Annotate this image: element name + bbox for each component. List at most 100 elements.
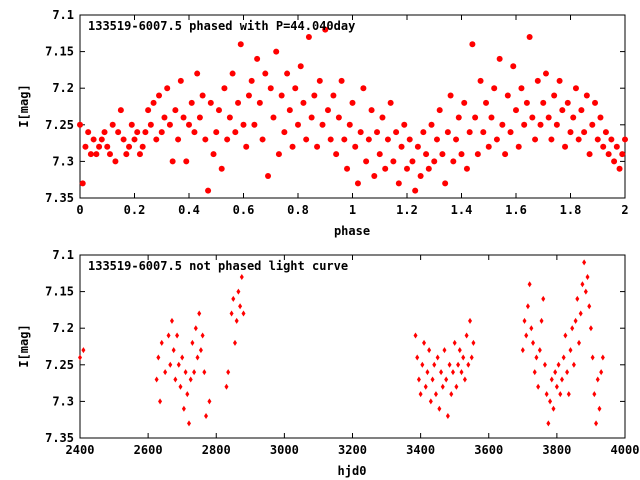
data-point [115,129,122,136]
data-point [491,85,498,92]
x-tick-label: 1 [349,203,356,217]
data-point [456,361,461,368]
data-point [577,339,582,346]
y-tick-label: 7.1 [52,8,74,22]
data-point [602,129,609,136]
data-point [198,347,203,354]
data-point [430,376,435,383]
data-point [536,383,541,390]
data-point [147,121,154,128]
data-point [563,332,568,339]
data-point [171,347,176,354]
data-point [416,376,421,383]
data-point [120,136,127,143]
chart-title: 133519-6007.5 phased with P=44.040day [88,19,355,33]
data-point [259,136,266,143]
data-point [588,325,593,332]
data-point [578,107,585,114]
data-point [548,136,555,143]
data-point [390,158,397,165]
data-point [425,369,430,376]
data-point [422,339,427,346]
data-point [251,121,258,128]
data-point [109,121,116,128]
data-point [418,391,423,398]
data-point [349,99,356,106]
data-point [96,143,103,150]
data-point [131,136,138,143]
data-point [188,376,193,383]
data-point [616,165,623,172]
data-point [605,151,612,158]
data-point [200,332,205,339]
data-point [553,121,560,128]
data-point [420,129,427,136]
data-point [183,369,188,376]
data-point [218,165,225,172]
data-point [466,129,473,136]
data-point [188,99,195,106]
x-tick-label: 0.8 [287,203,309,217]
data-point [599,369,604,376]
data-point [529,114,536,121]
data-point [541,295,546,302]
data-point [447,361,452,368]
x-tick-label: 0.4 [178,203,200,217]
data-point [600,354,605,361]
data-point [177,77,184,84]
x-tick-label: 1.2 [396,203,418,217]
data-point [238,303,243,310]
data-point [450,158,457,165]
data-point [428,398,433,405]
data-point [587,303,592,310]
data-point [447,92,454,99]
data-point [270,114,277,121]
x-tick-label: 3600 [474,443,503,457]
data-point [531,339,536,346]
y-tick-label: 7.15 [45,45,74,59]
data-point [193,325,198,332]
plot-frame [79,254,626,439]
data-point [267,85,274,92]
data-point [425,165,432,172]
x-tick-label: 3000 [270,443,299,457]
data-point [398,143,405,150]
data-point [164,85,171,92]
data-point [81,347,86,354]
data-point [578,310,583,317]
data-point [226,369,231,376]
data-point [78,354,82,361]
data-point [224,136,231,143]
data-point [454,383,459,390]
data-point [207,99,214,106]
data-point [622,136,628,143]
data-point [573,317,578,324]
data-point [322,26,329,33]
data-point [183,158,190,165]
data-point [527,281,532,288]
y-tick-label: 7.3 [52,154,74,168]
data-point [415,354,420,361]
data-point [314,143,321,150]
data-point [376,151,383,158]
data-point [558,391,563,398]
data-point [513,107,519,114]
data-point [461,354,466,361]
data-point [303,136,310,143]
data-point [159,339,164,346]
data-point [393,129,400,136]
data-point [180,114,187,121]
data-point [542,70,549,77]
data-point [537,121,544,128]
data-point [173,376,178,383]
x-tick-label: 3400 [406,443,435,457]
data-point [439,369,444,376]
data-point [112,158,119,165]
data-point [308,114,315,121]
x-tick-label: 2 [621,203,628,217]
data-point [202,369,207,376]
data-point [455,114,462,121]
data-point [589,121,596,128]
data-point [433,136,440,143]
data-point [235,99,242,106]
